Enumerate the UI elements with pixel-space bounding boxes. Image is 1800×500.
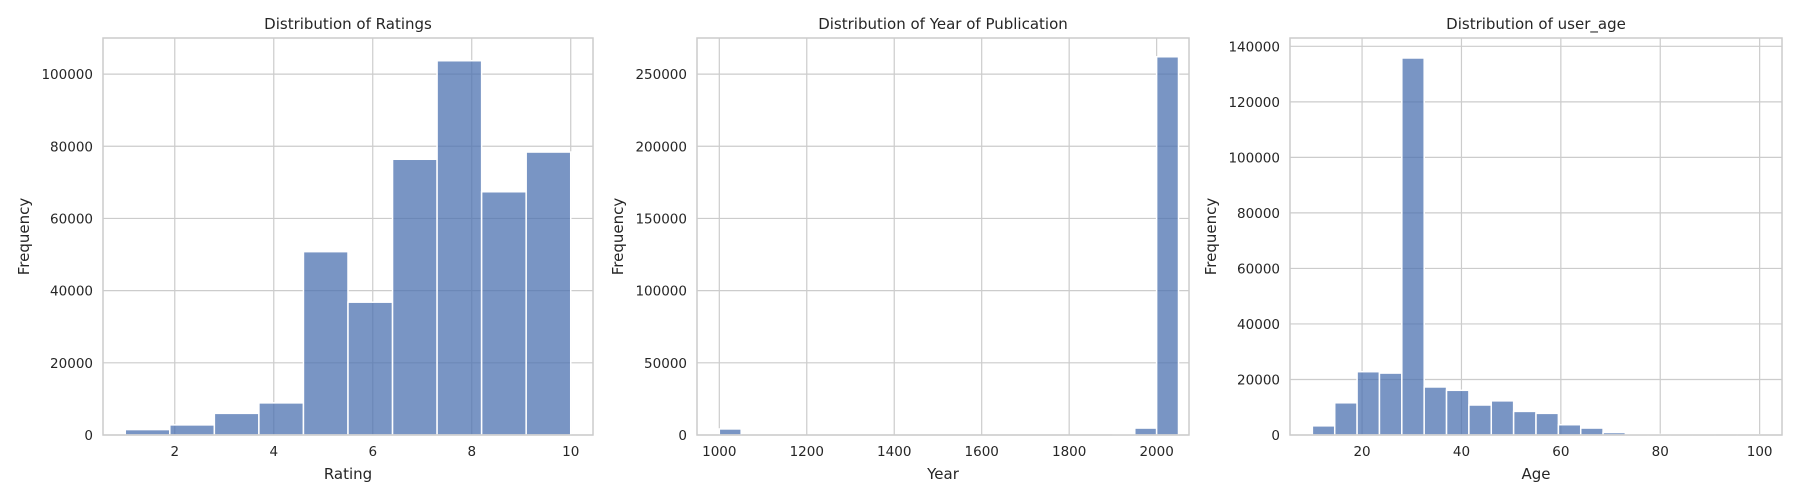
- chart-panel-2: 0 50000 100000 150000 200000 250000 1000 1200 14…: [609, 15, 1190, 483]
- histogram-bar: [1311, 425, 1336, 436]
- histogram-bar: [1490, 400, 1515, 436]
- y-tick-label: 120000: [1228, 95, 1280, 111]
- x-axis-label: Year: [926, 465, 960, 483]
- histogram-bar: [1378, 372, 1403, 436]
- histogram-bar: [1557, 423, 1582, 436]
- histogram-bar: [391, 158, 438, 436]
- y-tick-label: 200000: [635, 139, 687, 155]
- histogram-bar: [1512, 410, 1537, 436]
- histogram-bar: [213, 412, 260, 436]
- x-tick-label: 10: [562, 444, 579, 460]
- y-tick-label: 250000: [635, 67, 687, 83]
- y-tick-label: 40000: [1237, 317, 1280, 333]
- histogram-bar: [1333, 402, 1358, 436]
- y-tick-label: 20000: [50, 356, 93, 372]
- histogram-bar: [1468, 404, 1493, 436]
- y-axis-label: Frequency: [609, 198, 627, 276]
- x-tick-label: 6: [368, 444, 377, 460]
- x-tick-label: 4: [269, 444, 278, 460]
- x-tick-label: 2000: [1139, 444, 1173, 460]
- histogram-bar: [302, 250, 349, 436]
- y-axis-label: Frequency: [15, 198, 33, 276]
- x-axis-label: Rating: [324, 465, 372, 483]
- x-tick-label: 80: [1652, 444, 1669, 460]
- y-tick-label: 100000: [635, 284, 687, 300]
- histogram-bar: [436, 59, 483, 436]
- histogram-bar: [480, 190, 527, 436]
- plot-frame: [1289, 37, 1783, 436]
- histogram-bar: [1445, 389, 1470, 436]
- histogram-bar: [1579, 427, 1604, 436]
- y-tick-label: 20000: [1237, 372, 1280, 388]
- x-tick-label: 100: [1747, 444, 1773, 460]
- y-tick-label: 0: [678, 428, 687, 444]
- x-tick-label: 8: [467, 444, 476, 460]
- y-tick-label: 60000: [1237, 261, 1280, 277]
- histogram-bar: [1423, 386, 1448, 436]
- chart-title: Distribution of Year of Publication: [818, 15, 1068, 33]
- y-tick-label: 100000: [41, 67, 93, 83]
- y-tick-label: 60000: [50, 211, 93, 227]
- y-axis-label: Frequency: [1202, 198, 1220, 276]
- histogram-bar: [1155, 56, 1180, 436]
- y-tick-label: 50000: [644, 356, 687, 372]
- y-tick-label: 40000: [50, 284, 93, 300]
- histogram-bar: [347, 301, 394, 436]
- x-tick-label: 60: [1552, 444, 1569, 460]
- histogram-bar: [1535, 412, 1560, 436]
- histogram-bar: [169, 424, 216, 436]
- chart-title: Distribution of Ratings: [264, 15, 432, 33]
- histogram-bar: [525, 151, 572, 436]
- histogram-bar: [1356, 370, 1381, 436]
- x-axis-label: Age: [1521, 465, 1550, 483]
- y-tick-label: 140000: [1228, 39, 1280, 55]
- y-tick-label: 150000: [635, 211, 687, 227]
- x-tick-label: 1200: [790, 444, 824, 460]
- plot-frame: [696, 37, 1190, 436]
- y-tick-label: 100000: [1228, 150, 1280, 166]
- x-tick-label: 1800: [1052, 444, 1086, 460]
- plot-frame: [102, 37, 594, 436]
- x-tick-label: 1000: [702, 444, 736, 460]
- chart-panel-3: 0 20000 40000 60000 80000 100000 120000 140000 2…: [1202, 15, 1783, 483]
- histogram-bar: [258, 402, 305, 436]
- histogram-bar: [124, 428, 171, 436]
- histogram-bar: [1401, 57, 1425, 436]
- y-tick-label: 80000: [50, 139, 93, 155]
- x-tick-label: 2: [170, 444, 179, 460]
- x-tick-label: 1400: [877, 444, 911, 460]
- y-tick-label: 0: [84, 428, 93, 444]
- x-tick-label: 1600: [965, 444, 999, 460]
- histogram-bar: [1134, 427, 1158, 436]
- x-tick-label: 20: [1353, 444, 1370, 460]
- chart-panel-1: 0 20000 40000 60000 80000 100000 2 4 6 8 10 Distrib…: [15, 15, 594, 483]
- y-tick-label: 80000: [1237, 206, 1280, 222]
- y-tick-label: 0: [1271, 428, 1280, 444]
- histogram-bar: [718, 428, 742, 436]
- chart-title: Distribution of user_age: [1446, 15, 1626, 34]
- x-tick-label: 40: [1453, 444, 1470, 460]
